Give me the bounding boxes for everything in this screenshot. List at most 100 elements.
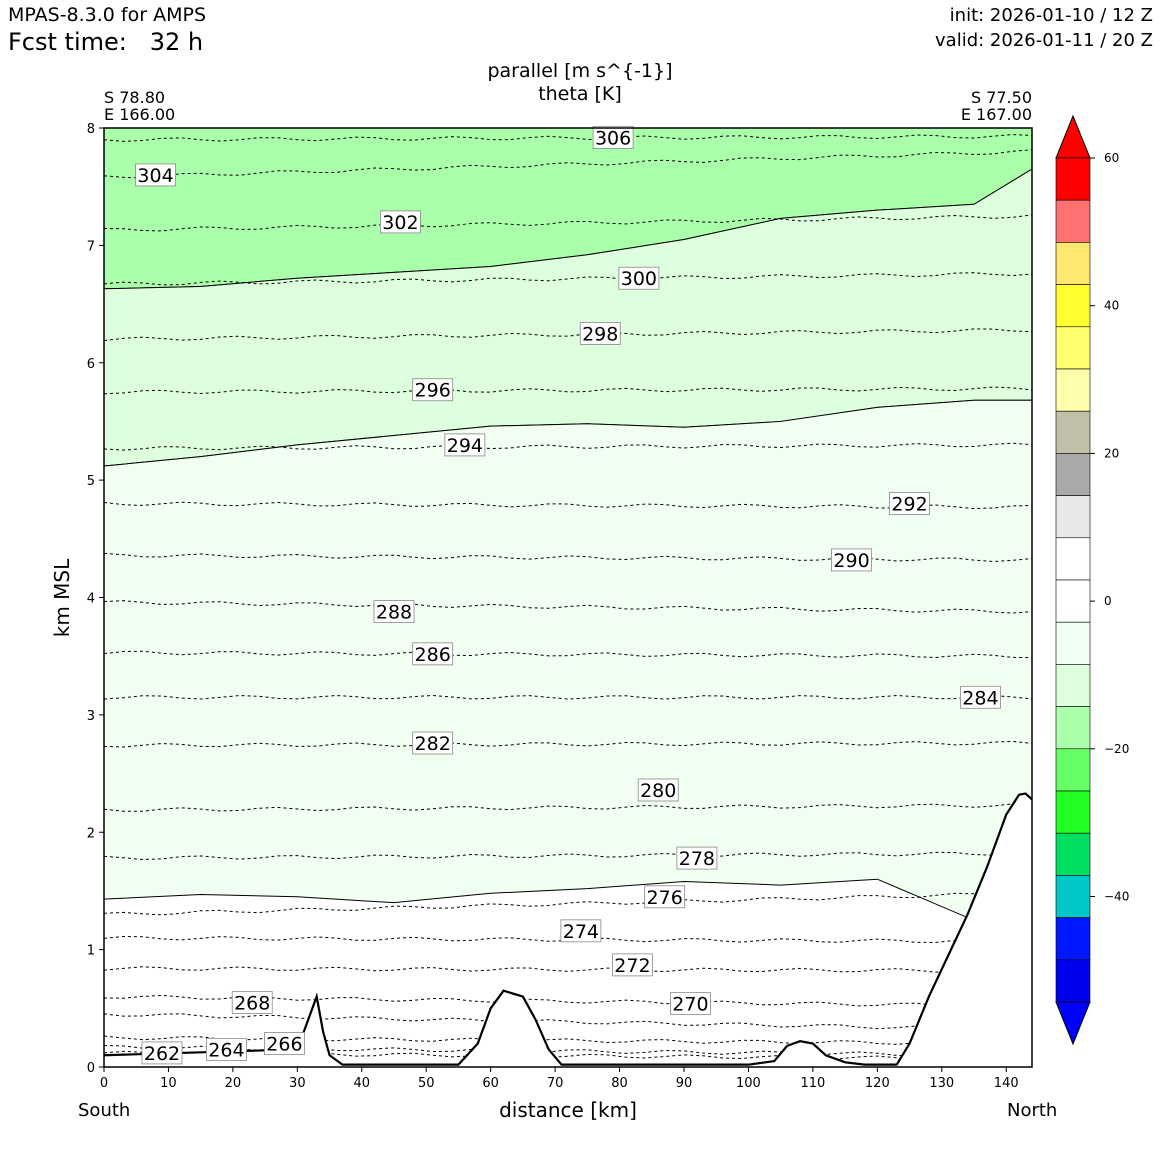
colorbar-cell-0 <box>1055 157 1091 201</box>
theta-label-box <box>612 953 653 977</box>
forecast-time: Fcst time: 32 h <box>8 28 203 56</box>
theta-contour-266 <box>104 1035 1032 1046</box>
theta-label-box <box>135 163 176 187</box>
theta-label-text: 284 <box>962 687 998 709</box>
colorbar-tick-label: 0 <box>1104 594 1112 608</box>
theta-label-text: 304 <box>137 165 173 187</box>
theta-label-262: 262 <box>141 1041 183 1065</box>
x-tick-label-60: 60 <box>482 1076 499 1091</box>
theta-label-text: 272 <box>614 955 650 977</box>
colorbar-cell-18 <box>1055 917 1091 961</box>
init-time: init: 2026-01-10 / 12 Z <box>949 5 1153 26</box>
theta-contour-288 <box>104 600 1032 614</box>
left-latitude: S 78.80 <box>104 88 166 107</box>
theta-contour-262 <box>104 1050 1032 1061</box>
theta-label-280: 280 <box>637 778 679 802</box>
colorbar-cell-12 <box>1055 664 1091 707</box>
north-label: North <box>1007 1100 1058 1121</box>
theta-label-text: 302 <box>382 212 418 234</box>
theta-label-text: 266 <box>266 1034 302 1056</box>
theta-label-box <box>644 885 686 909</box>
theta-contour-302 <box>104 214 1032 232</box>
theta-label-276: 276 <box>644 885 686 909</box>
theta-label-266: 266 <box>264 1032 305 1056</box>
theta-label-box <box>960 685 1001 709</box>
colorbar-tick-label: 60 <box>1104 151 1119 165</box>
x-tick-label-30: 30 <box>289 1076 306 1091</box>
theta-label-text: 278 <box>679 848 715 870</box>
colorbar-cell-10 <box>1055 579 1091 623</box>
theta-label-box <box>264 1032 305 1055</box>
theta-contour-264 <box>104 1045 1032 1057</box>
colorbar-cell-6 <box>1055 410 1091 454</box>
theta-label-box <box>373 600 415 623</box>
theta-label-text: 280 <box>640 780 676 802</box>
theta-label-300: 300 <box>618 266 660 290</box>
colorbar-under-arrow <box>1055 1001 1091 1046</box>
theta-label-274: 274 <box>560 919 602 943</box>
theta-label-text: 298 <box>582 323 618 345</box>
theta-label-box <box>412 731 454 755</box>
theta-label-text: 300 <box>621 268 657 290</box>
forecast-time-value: 32 h <box>149 28 204 56</box>
x-tick-label-80: 80 <box>611 1076 628 1091</box>
theta-label-box <box>637 778 679 802</box>
right-longitude: E 167.00 <box>960 105 1032 124</box>
y-tick-label-7: 7 <box>87 239 95 254</box>
y-tick-label-3: 3 <box>87 709 95 724</box>
x-tick-label-140: 140 <box>994 1076 1019 1091</box>
theta-label-282: 282 <box>412 731 454 755</box>
theta-label-text: 290 <box>833 550 869 572</box>
theta-label-box <box>831 548 872 572</box>
theta-contour-290 <box>104 553 1032 563</box>
theta-label-text: 262 <box>144 1043 180 1065</box>
theta-label-text: 274 <box>563 921 599 943</box>
wind-band-2 <box>104 399 1032 921</box>
theta-label-text: 264 <box>208 1039 244 1061</box>
colorbar-tick-label: 20 <box>1104 446 1119 460</box>
colorbar-cell-17 <box>1055 875 1091 918</box>
theta-contour-286 <box>104 650 1032 659</box>
theta-label-290: 290 <box>831 548 872 572</box>
colorbar-tick-label: −20 <box>1104 742 1129 756</box>
y-tick-label-0: 0 <box>87 1061 95 1076</box>
colorbar-cell-5 <box>1055 368 1091 412</box>
colorbar-cell-2 <box>1055 242 1091 285</box>
theta-label-278: 278 <box>676 846 718 870</box>
theta-label-box <box>670 992 711 1016</box>
theta-label-268: 268 <box>231 991 273 1014</box>
colorbar-tick-label: −40 <box>1104 890 1129 904</box>
theta-label-box <box>231 991 273 1014</box>
theta-label-306: 306 <box>592 125 634 149</box>
theta-label-box <box>560 919 602 943</box>
theta-label-text: 292 <box>891 494 927 516</box>
x-tick-label-40: 40 <box>354 1076 371 1091</box>
terrain-fill <box>104 793 1032 1067</box>
theta-label-text: 276 <box>647 887 683 909</box>
theta-label-text: 288 <box>376 602 412 624</box>
colorbar-cell-3 <box>1055 284 1091 328</box>
left-longitude: E 166.00 <box>104 105 176 124</box>
right-latitude: S 77.50 <box>970 88 1032 107</box>
theta-label-box <box>592 125 634 149</box>
theta-label-292: 292 <box>889 492 930 516</box>
theta-contour-304 <box>104 149 1032 179</box>
x-tick-label-70: 70 <box>547 1076 564 1091</box>
theta-contour-306 <box>104 134 1032 142</box>
y-tick-label-2: 2 <box>87 826 95 841</box>
theta-contour-294 <box>104 442 1032 451</box>
theta-label-288: 288 <box>373 600 415 624</box>
colorbar-over-arrow <box>1055 114 1091 159</box>
x-tick-label-110: 110 <box>800 1076 825 1091</box>
theta-label-270: 270 <box>670 992 711 1016</box>
colorbar-cell-9 <box>1055 537 1091 581</box>
theta-label-304: 304 <box>135 163 176 187</box>
theta-contour-270 <box>104 994 1032 1008</box>
theta-label-box <box>412 642 454 666</box>
theta-label-302: 302 <box>380 210 421 234</box>
colorbar-cell-16 <box>1055 832 1091 876</box>
colorbar-cell-19 <box>1055 959 1091 1003</box>
theta-label-box <box>141 1041 183 1065</box>
colorbar-cell-4 <box>1055 326 1091 370</box>
theta-contour-282 <box>104 740 1032 748</box>
